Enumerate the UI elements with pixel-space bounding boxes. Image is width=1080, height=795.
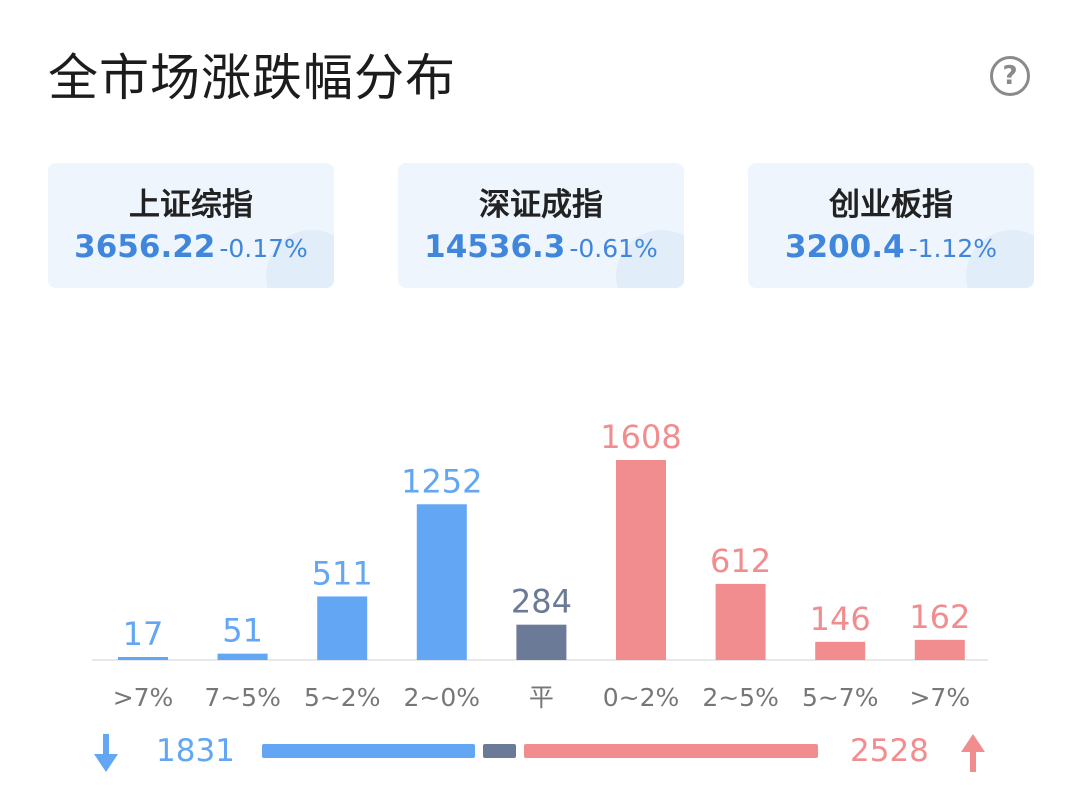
index-values: 3656.22 -0.17% <box>48 229 334 265</box>
index-card-chinext[interactable]: 创业板指 3200.4 -1.12% <box>748 163 1034 288</box>
bar[interactable] <box>715 583 766 660</box>
bar-value-label: 511 <box>312 554 373 592</box>
index-change: -0.61% <box>569 234 658 263</box>
index-values: 3200.4 -1.12% <box>748 229 1034 265</box>
bar[interactable] <box>217 653 268 660</box>
index-value: 3656.22 <box>74 229 216 265</box>
index-change: -0.17% <box>219 234 308 263</box>
up-split-bar <box>523 744 818 758</box>
down-split-bar <box>262 744 475 758</box>
bar[interactable] <box>815 641 866 660</box>
x-tick-label: >7% <box>909 683 970 712</box>
bar-value-label: 284 <box>511 583 572 621</box>
bar[interactable] <box>616 460 666 660</box>
help-icon[interactable]: ? <box>990 56 1030 96</box>
arrow-down-icon <box>94 734 118 772</box>
flat-split-bar <box>482 744 516 758</box>
bar[interactable] <box>416 504 467 660</box>
bar-value-label: 162 <box>909 598 970 636</box>
bar[interactable] <box>317 596 368 660</box>
x-tick-label: 7~5% <box>204 683 281 712</box>
page-title: 全市场涨跌幅分布 <box>48 49 456 107</box>
bar[interactable] <box>914 639 965 660</box>
distribution-chart: 17 >7% 51 7~5% 511 5~2% 1252 2~0% 284 平 1608 0~2% 61… <box>92 418 988 712</box>
index-card-shenzhen[interactable]: 深证成指 14536.3 -0.61% <box>398 163 684 288</box>
bar-value-label: 146 <box>810 600 871 638</box>
down-count: 1831 <box>156 733 235 769</box>
x-tick-label: 2~0% <box>404 683 481 712</box>
arrow-up-icon <box>961 734 985 772</box>
bar-value-label: 1252 <box>401 462 482 500</box>
x-tick-label: 平 <box>529 683 554 712</box>
bar-value-label: 1608 <box>600 418 681 456</box>
index-values: 14536.3 -0.61% <box>398 229 684 265</box>
bar-value-label: 17 <box>123 615 164 653</box>
bar-value-label: 612 <box>710 542 771 580</box>
bar[interactable] <box>516 624 567 660</box>
x-tick-label: >7% <box>113 683 174 712</box>
index-change: -1.12% <box>908 234 998 263</box>
index-name: 上证综指 <box>129 187 253 223</box>
index-name: 深证成指 <box>479 187 603 223</box>
index-cards: 上证综指 3656.22 -0.17% 深证成指 14536.3 -0.61% 创业… <box>48 163 1034 288</box>
index-card-shanghai[interactable]: 上证综指 3656.22 -0.17% <box>48 163 334 288</box>
index-value: 3200.4 <box>784 229 905 265</box>
index-name: 创业板指 <box>829 187 953 223</box>
x-tick-label: 0~2% <box>603 683 680 712</box>
x-tick-label: 5~2% <box>304 683 381 712</box>
index-value: 14536.3 <box>424 229 566 265</box>
x-tick-label: 5~7% <box>802 683 879 712</box>
bar-value-label: 51 <box>222 612 263 650</box>
up-count: 2528 <box>850 733 929 769</box>
x-tick-label: 2~5% <box>702 683 779 712</box>
bar[interactable] <box>118 657 168 660</box>
